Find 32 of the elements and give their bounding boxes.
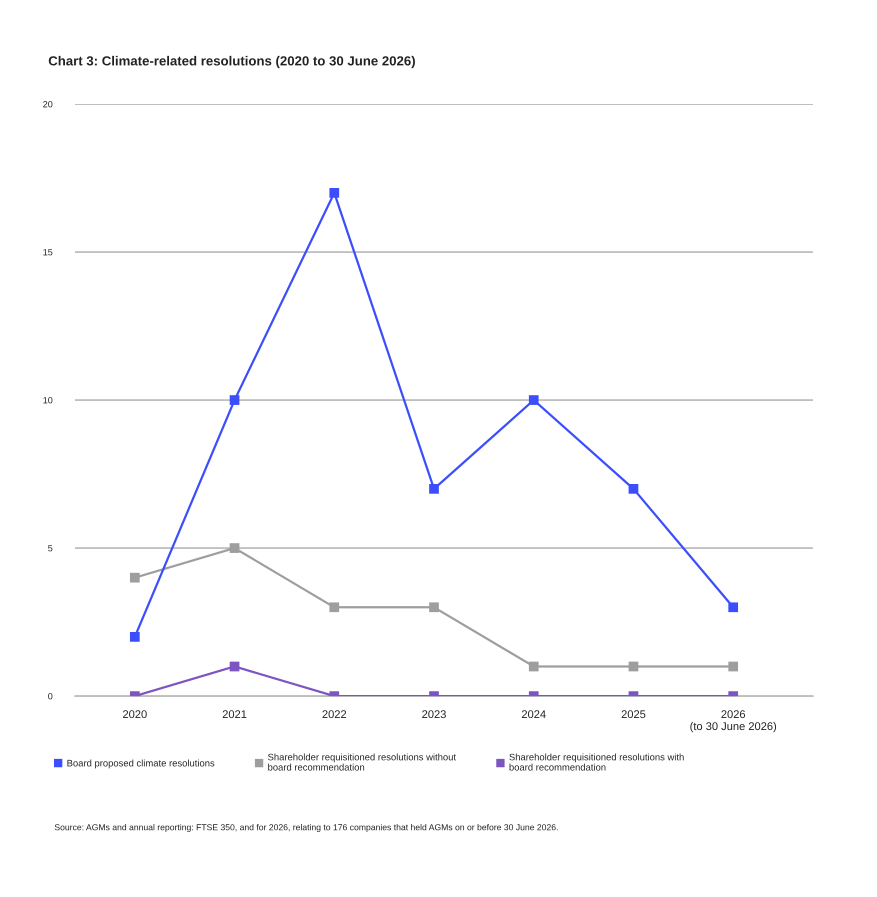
point [628, 484, 638, 494]
point [130, 572, 140, 583]
source-note: Source: AGMs and annual reporting: FTSE 350, and for 2026, relating to 176 companies that held AGMs on or before 30 June 2026. [54, 824, 558, 832]
x-tick-label: 2024 [522, 710, 546, 718]
y-tick-label: 15 [43, 249, 52, 256]
legend-label: Shareholder requisitioned resolutions without board recommendation [268, 753, 456, 771]
point [230, 662, 240, 672]
chart-title: Chart 3: Climate-related resolutions (2020 to 30 June 2026) [48, 56, 415, 68]
x-tick-label: 2022 [322, 710, 346, 718]
point [429, 484, 439, 494]
x-tick-label: 2023 [422, 710, 446, 718]
point [130, 632, 140, 642]
legend-label: Board proposed climate resolutions [67, 760, 214, 768]
point [728, 662, 738, 672]
x-tick-label: 2025 [622, 710, 646, 718]
y-tick-label: 20 [43, 101, 52, 108]
x-tick-label: 2020 [123, 710, 147, 718]
y-tick-label: 5 [48, 545, 52, 552]
point [628, 662, 638, 672]
point [230, 543, 240, 553]
point [429, 602, 439, 612]
point [728, 602, 738, 612]
point [528, 662, 539, 672]
point [528, 395, 539, 405]
legend-label: Shareholder requisitioned resolutions with board recommendation [509, 753, 684, 771]
point [329, 602, 340, 612]
point [329, 188, 340, 198]
y-tick-label: 10 [43, 397, 52, 404]
y-tick-label: 0 [48, 693, 52, 700]
x-tick-label: 2021 [222, 710, 246, 718]
x-tick-label: 2026 (to 30 June 2026) [690, 710, 776, 732]
point [230, 395, 240, 405]
